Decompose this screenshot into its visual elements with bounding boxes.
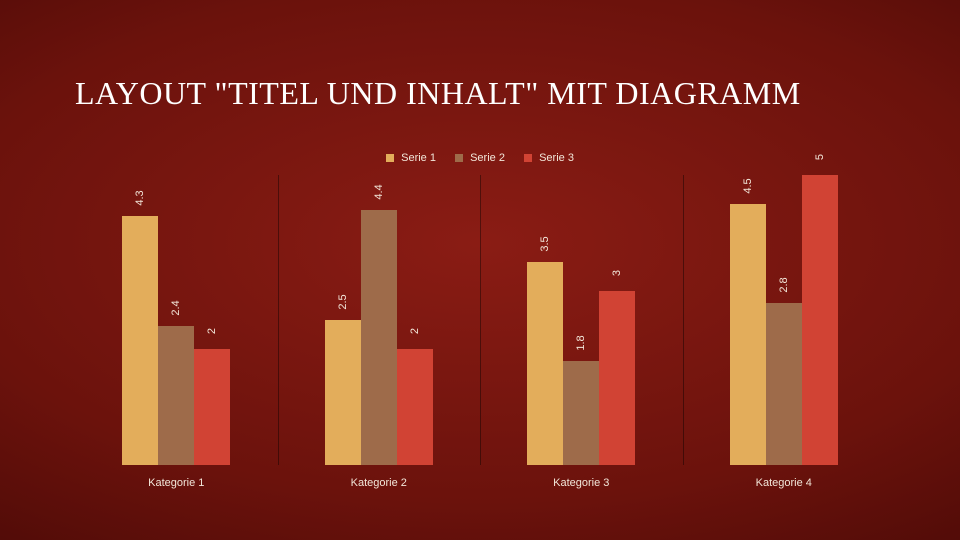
- category-label: Kategorie 1: [75, 477, 278, 489]
- legend-swatch-icon: [524, 154, 532, 162]
- bar-value-label: 2: [206, 328, 218, 334]
- bar: 5: [802, 175, 838, 465]
- bar-value-label: 2: [409, 328, 421, 334]
- bar-value-label: 3.5: [539, 236, 551, 251]
- legend-swatch-icon: [386, 154, 394, 162]
- legend-label: Serie 1: [401, 152, 436, 164]
- legend-label: Serie 3: [539, 152, 574, 164]
- bar-value-label: 4.4: [373, 184, 385, 199]
- category-label: Kategorie 4: [683, 477, 886, 489]
- category-group: 4.52.85Kategorie 4: [683, 175, 886, 465]
- bar-value-label: 2.4: [170, 300, 182, 315]
- bar: 4.5: [730, 204, 766, 465]
- bar: 4.3: [122, 216, 158, 465]
- legend-item-serie3: Serie 3: [524, 152, 574, 164]
- bar: 2.5: [325, 320, 361, 465]
- legend-label: Serie 2: [470, 152, 505, 164]
- bar: 2.8: [766, 303, 802, 465]
- category-label: Kategorie 3: [480, 477, 683, 489]
- category-group: 2.54.42Kategorie 2: [278, 175, 481, 465]
- bar: 1.8: [563, 361, 599, 465]
- bar: 2: [397, 349, 433, 465]
- legend-item-serie1: Serie 1: [386, 152, 436, 164]
- bar-value-label: 4.3: [134, 190, 146, 205]
- bar: 4.4: [361, 210, 397, 465]
- chart-plot-area: 4.32.42Kategorie 12.54.42Kategorie 23.51…: [75, 175, 885, 465]
- category-group: 4.32.42Kategorie 1: [75, 175, 278, 465]
- bar-value-label: 2.8: [778, 277, 790, 292]
- bar: 3: [599, 291, 635, 465]
- legend-item-serie2: Serie 2: [455, 152, 505, 164]
- bar: 2.4: [158, 326, 194, 465]
- slide: LAYOUT "TITEL UND INHALT" MIT DIAGRAMM S…: [0, 0, 960, 540]
- legend-swatch-icon: [455, 154, 463, 162]
- bar-value-label: 1.8: [575, 335, 587, 350]
- bar: 2: [194, 349, 230, 465]
- bar-value-label: 4.5: [742, 178, 754, 193]
- bar-value-label: 2.5: [337, 294, 349, 309]
- page-title: LAYOUT "TITEL UND INHALT" MIT DIAGRAMM: [75, 75, 801, 112]
- category-group: 3.51.83Kategorie 3: [480, 175, 683, 465]
- bar-value-label: 5: [814, 154, 826, 160]
- bar: 3.5: [527, 262, 563, 465]
- category-label: Kategorie 2: [278, 477, 481, 489]
- bar-value-label: 3: [611, 270, 623, 276]
